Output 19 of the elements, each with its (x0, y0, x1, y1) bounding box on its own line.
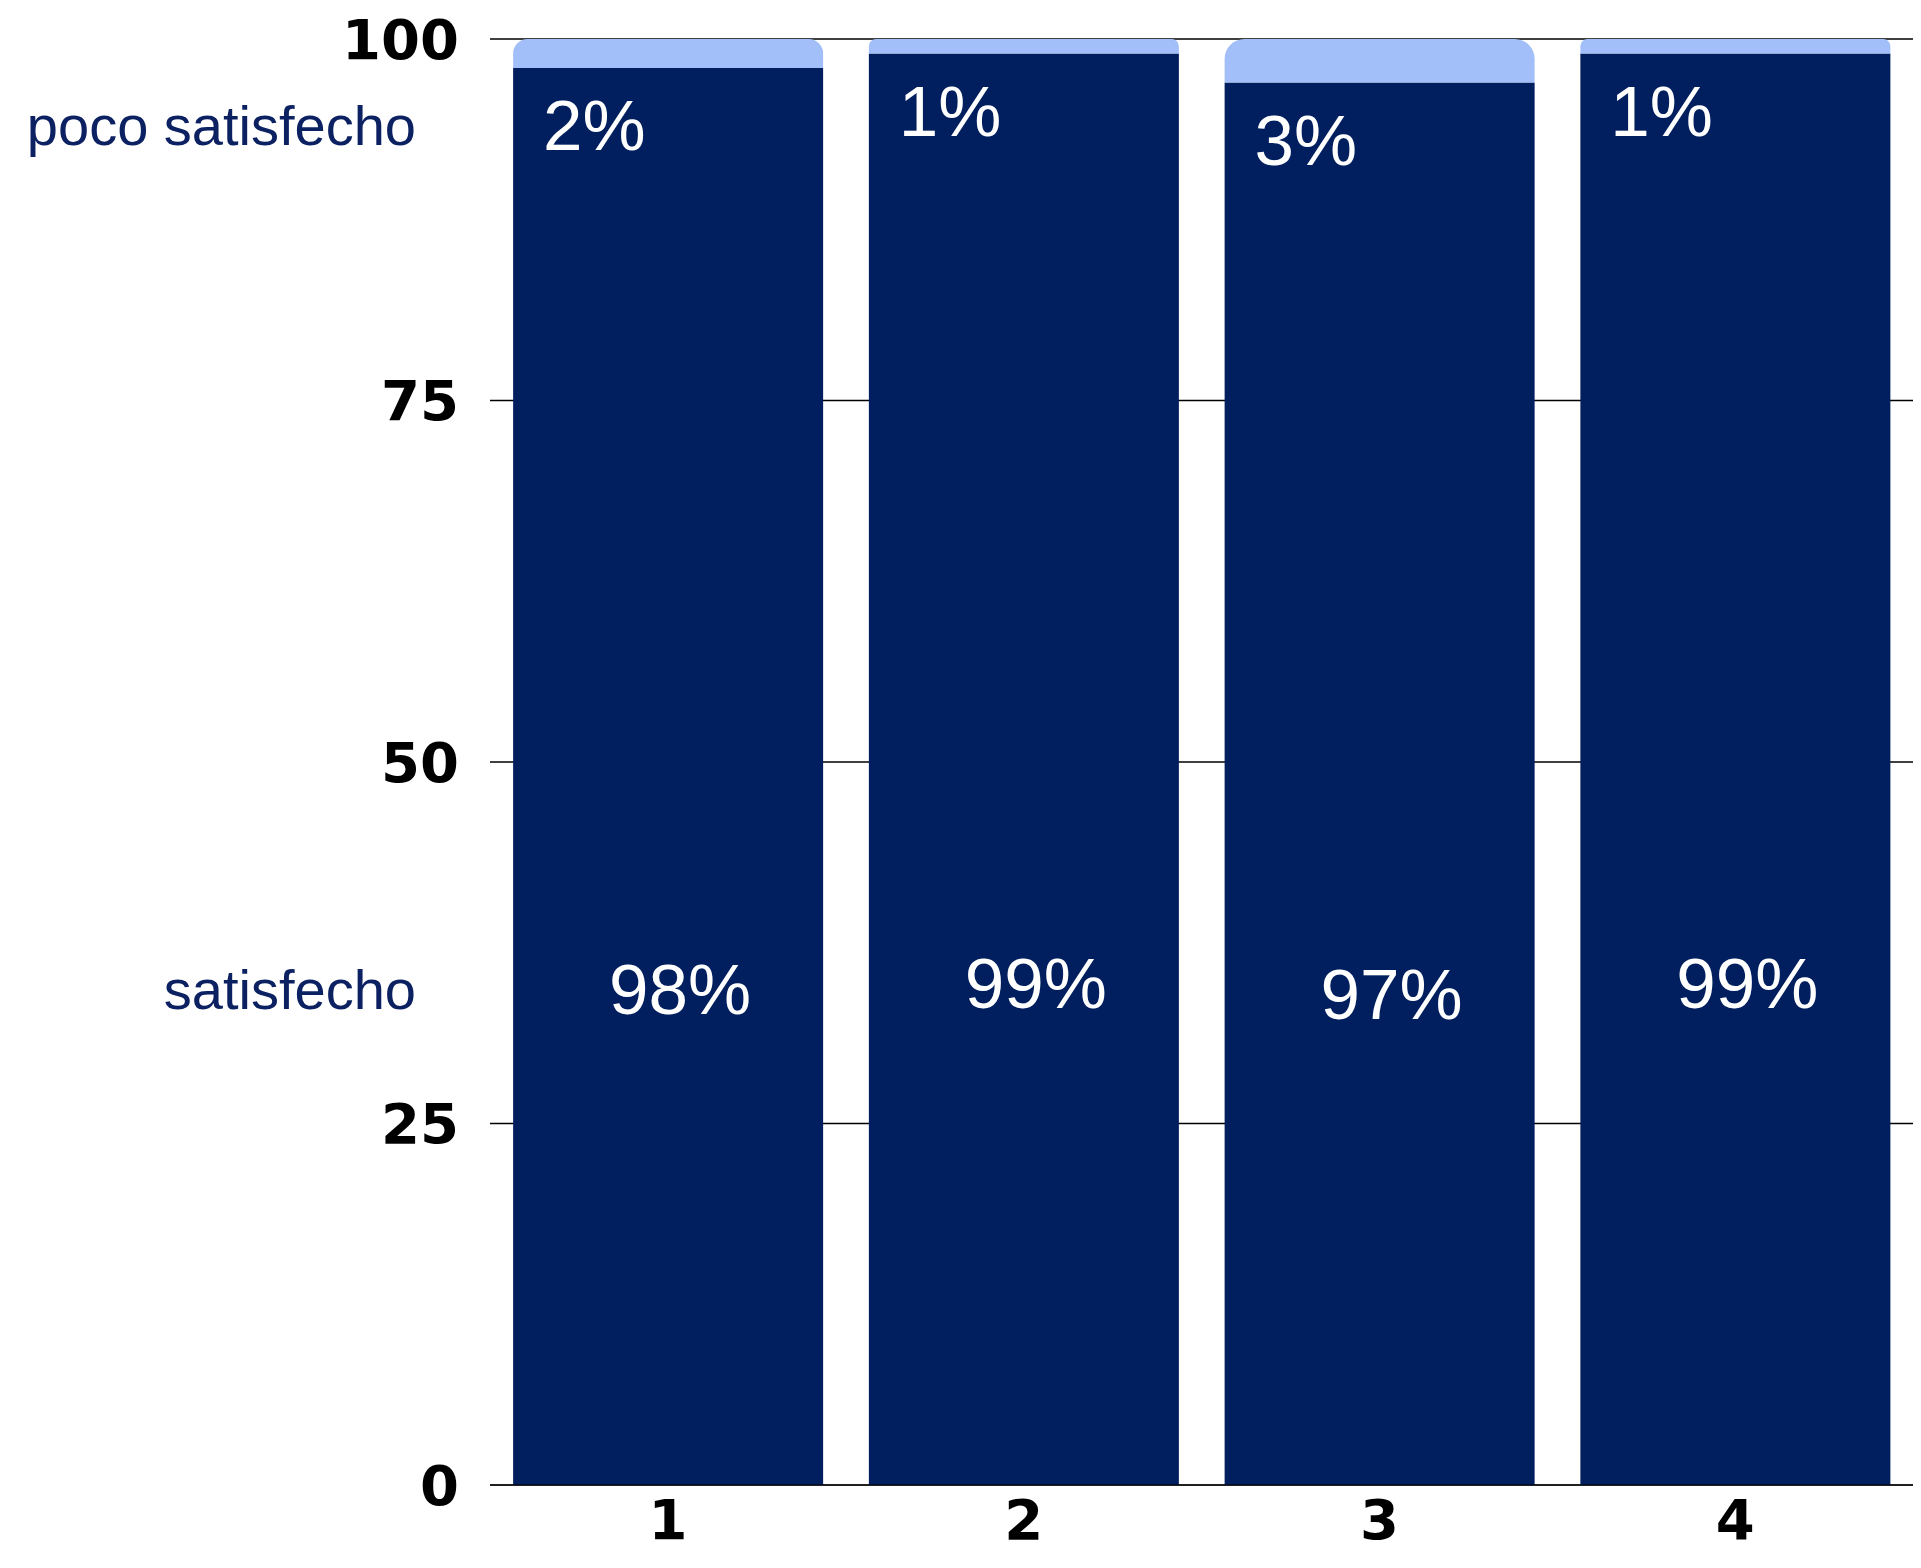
y-tick-label: 50 (381, 729, 459, 795)
y-tick-label: 75 (381, 368, 459, 434)
x-tick-label: 2 (1004, 1486, 1044, 1552)
data-label: 3% (1254, 100, 1358, 180)
y-tick-label: 25 (381, 1091, 459, 1157)
data-label: 1% (1610, 71, 1713, 151)
series-label: satisfecho (163, 957, 416, 1021)
x-tick-label: 4 (1715, 1486, 1755, 1552)
y-tick-label: 0 (420, 1452, 459, 1518)
y-tick-label: 100 (342, 6, 459, 72)
data-label: 99% (1676, 944, 1819, 1024)
data-label: 99% (964, 944, 1107, 1024)
x-tick-label: 1 (648, 1486, 688, 1552)
data-label: 97% (1320, 954, 1463, 1034)
series-label: poco satisfecho (26, 94, 416, 158)
x-tick-label: 3 (1359, 1486, 1399, 1552)
data-label: 98% (609, 949, 752, 1029)
data-label: 1% (898, 71, 1002, 151)
data-label: 2% (543, 86, 646, 166)
